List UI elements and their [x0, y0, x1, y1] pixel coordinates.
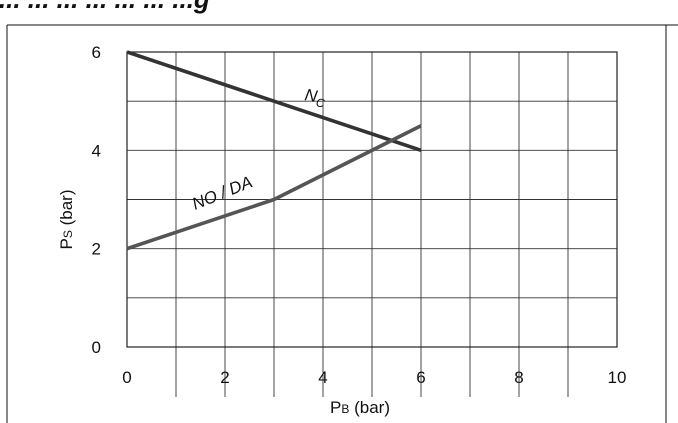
series-label-nc: NC: [303, 85, 328, 110]
x-tick-label: 10: [608, 368, 627, 387]
x-tick-label: 2: [220, 368, 229, 387]
x-tick-label: 0: [122, 368, 131, 387]
series-line-1: [126, 124, 422, 251]
plot-area: [126, 51, 618, 348]
heading-fragment: ... ... ... ... ... ... ... ...g: [0, 0, 210, 14]
x-tick-label: 6: [416, 368, 425, 387]
y-tick-label: 2: [92, 240, 101, 259]
grid: [127, 52, 617, 397]
y-tick-label: 6: [92, 43, 101, 62]
x-tick-label: 8: [514, 368, 523, 387]
series-group: [126, 50, 422, 251]
series-line-0: [126, 50, 422, 153]
y-axis-title: PS (bar): [57, 190, 76, 250]
tick-labels: 0 2 4 6 8 10 0 2 4 6: [92, 43, 627, 387]
y-tick-label: 0: [92, 338, 101, 357]
y-tick-label: 4: [92, 141, 101, 160]
x-axis-title: PB (bar): [330, 398, 390, 417]
x-tick-label: 4: [318, 368, 327, 387]
